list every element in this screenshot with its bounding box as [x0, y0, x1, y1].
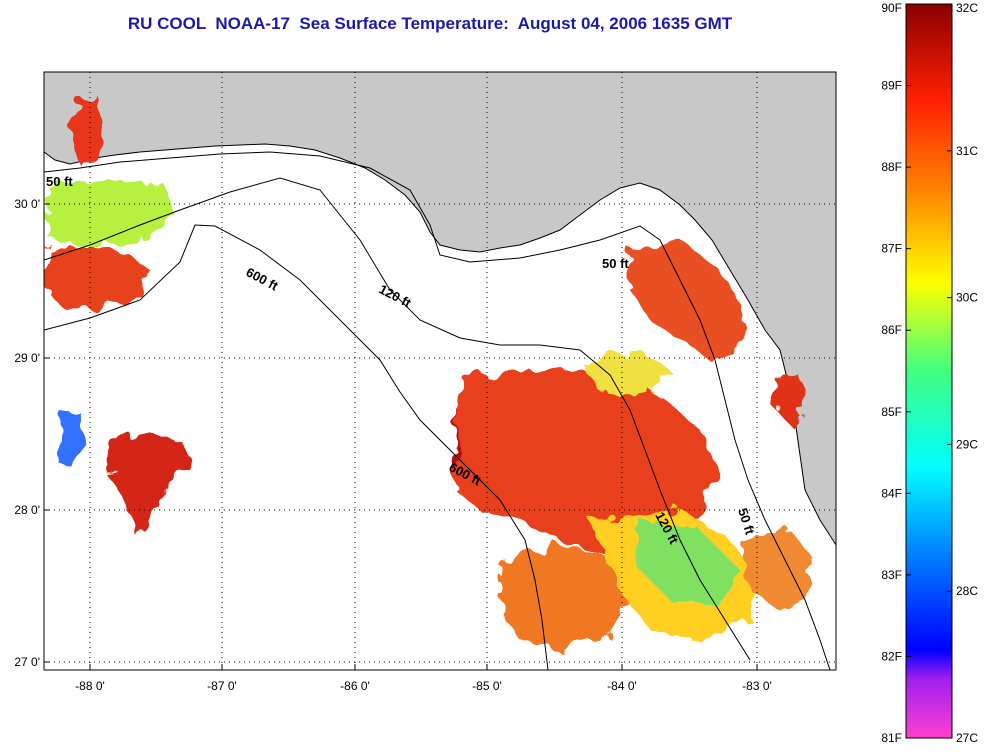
x-tick-label: -85 0'	[472, 679, 502, 693]
land-mass	[44, 72, 836, 546]
x-tick-label: -84 0'	[607, 679, 637, 693]
colorbar-f-label: 85F	[881, 405, 902, 419]
sst-patch-west-green	[46, 178, 175, 245]
colorbar-f-label: 89F	[881, 79, 902, 93]
colorbar-c-label: 29C	[956, 437, 978, 451]
colorbar-f-label: 90F	[881, 1, 902, 15]
colorbar-c-label: 32C	[956, 1, 978, 15]
tick-marks	[44, 203, 758, 670]
colorbar-f-label: 83F	[881, 568, 902, 582]
sst-patch-south-orange	[500, 545, 640, 650]
colorbar-f-label: 86F	[881, 323, 902, 337]
y-tick-label: 28 0'	[14, 503, 40, 517]
x-tick-label: -83 0'	[742, 679, 772, 693]
colorbar-f-label: 84F	[881, 486, 902, 500]
sst-patch-west-core	[110, 432, 190, 535]
x-tick-label: -86 0'	[340, 679, 370, 693]
sst-patch-mobile-bay	[72, 96, 104, 165]
x-tick-label: -88 0'	[75, 679, 105, 693]
colorbar-fahrenheit-ticks: 90F 89F 88F 87F 86F 85F 84F 83F 82F 81F	[881, 1, 911, 745]
sst-patch-tampa	[740, 530, 815, 610]
map-frame	[43, 71, 837, 671]
colorbar-c-label: 28C	[956, 584, 978, 598]
contour-label-50ft-east: 50 ft	[602, 256, 629, 271]
contour-50ft-west	[44, 151, 831, 670]
contour-120ft	[44, 177, 751, 661]
sst-patch-bigbend-red	[455, 370, 720, 555]
map-title: RU COOL NOAA-17 Sea Surface Temperature:…	[127, 14, 733, 33]
y-tick-label: 29 0'	[14, 351, 40, 365]
colorbar-c-label: 31C	[956, 144, 978, 158]
sst-patch-coast-red	[775, 376, 805, 425]
x-tick-label: -87 0'	[207, 679, 237, 693]
y-tick-label: 27 0'	[14, 655, 40, 669]
colorbar-f-label: 88F	[881, 160, 902, 174]
y-tick-label: 30 0'	[14, 197, 40, 211]
colorbar-f-label: 87F	[881, 242, 902, 256]
graticule	[44, 72, 836, 670]
sst-patch-shelf-green	[640, 520, 740, 610]
colorbar-celsius-ticks: 32C 31C 30C 29C 28C 27C	[947, 1, 978, 745]
contour-600ft	[44, 224, 549, 670]
colorbar-f-label: 82F	[881, 649, 902, 663]
colorbar-c-label: 30C	[956, 291, 978, 305]
colorbar	[905, 3, 953, 739]
sst-patch-west-edge	[58, 410, 85, 470]
contour-label-50ft-west: 50 ft	[46, 174, 73, 189]
colorbar-f-label: 81F	[881, 731, 902, 745]
sst-patch-yellow-north	[580, 350, 670, 395]
colorbar-c-label: 27C	[956, 731, 978, 745]
sst-patch-north-peninsula	[630, 240, 745, 360]
sst-patch-west-coast	[46, 245, 150, 310]
